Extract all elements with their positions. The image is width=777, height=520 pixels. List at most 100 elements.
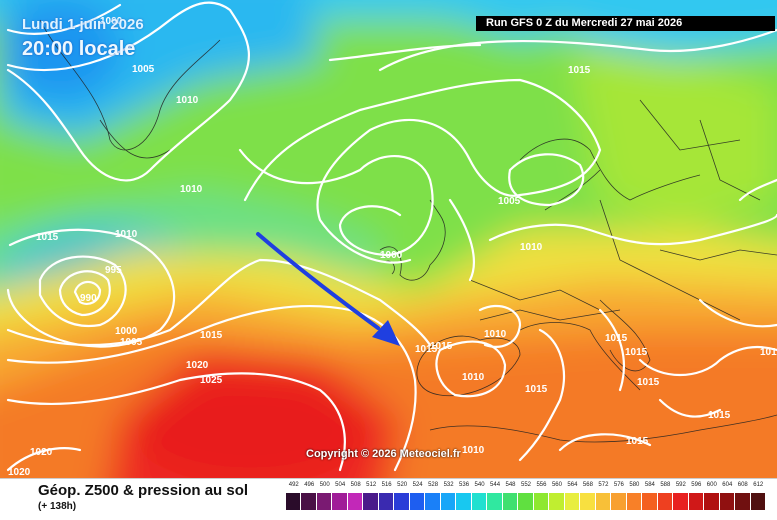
isobar-label: 995 [105, 265, 122, 276]
legend-swatch [518, 493, 534, 510]
forecast-local-time: 20:00 locale [22, 38, 136, 60]
isobar-label: 1000 [115, 326, 138, 337]
isobar-label: 990 [80, 293, 97, 304]
legend-tick-label: 568 [582, 482, 593, 488]
legend-swatch [533, 493, 550, 510]
footer: Géop. Z500 & pression au sol (+ 138h) 49… [0, 478, 777, 520]
isobar-label: 1025 [200, 375, 223, 386]
isobar-label: 1000 [380, 250, 403, 261]
isobar-label: 1020 [8, 467, 31, 478]
isobars [6, 1, 777, 472]
isobar-label: 1015 [568, 65, 591, 76]
isobar-label: 1015 [415, 344, 438, 355]
legend-swatch [502, 493, 519, 510]
legend-tick-label: 504 [335, 482, 346, 488]
footer-subtitle: (+ 138h) [38, 501, 77, 512]
legend-tick-label: 512 [366, 482, 377, 488]
isobar-label: 1015 [625, 347, 648, 358]
legend-swatch [332, 493, 348, 510]
isobar-label: 1020 [186, 360, 209, 371]
isobar-label: 1010 [176, 95, 199, 106]
legend-tick-label: 556 [536, 482, 547, 488]
legend-tick-label: 500 [319, 482, 330, 488]
legend-swatch [642, 493, 658, 510]
legend-swatch [704, 493, 720, 510]
legend-swatch [595, 493, 612, 510]
isobar-label: 1010 [462, 445, 485, 456]
legend-swatch [719, 493, 736, 510]
trajectory-arrow [256, 232, 400, 346]
isobar-label: 1015 [36, 232, 59, 243]
legend-swatch [750, 493, 767, 510]
legend-swatch [487, 493, 503, 510]
legend-swatch [316, 493, 333, 510]
color-legend [286, 493, 767, 510]
legend-tick-label: 544 [490, 482, 501, 488]
legend-tick-label: 580 [629, 482, 640, 488]
isobar-label: 1015 [605, 333, 628, 344]
isobar-label: 1020 [30, 447, 53, 458]
legend-tick-label: 528 [428, 482, 439, 488]
legend-tick-label: 592 [675, 482, 686, 488]
legend-tick-label: 548 [505, 482, 516, 488]
isobar-label: 1005 [498, 196, 521, 207]
legend-tick-label: 540 [474, 482, 485, 488]
legend-tick-label: 560 [551, 482, 562, 488]
legend-tick-label: 536 [459, 482, 470, 488]
legend-tick-label: 552 [520, 482, 532, 488]
isobar-label: 1015 [760, 347, 777, 358]
legend-tick-label: 564 [567, 482, 578, 488]
legend-tick-label: 576 [613, 482, 624, 488]
legend-swatch [673, 493, 689, 510]
legend-swatch [301, 493, 317, 510]
legend-swatch [363, 493, 379, 510]
legend-tick-label: 584 [644, 482, 655, 488]
legend-tick-label: 604 [722, 482, 733, 488]
legend-swatch [657, 493, 674, 510]
isobar-label: 1015 [525, 384, 548, 395]
isobar-label: 1010 [484, 329, 507, 340]
legend-tick-label: 508 [350, 482, 361, 488]
isobar-label: 1015 [637, 377, 660, 388]
isobar-label: 1010 [462, 372, 485, 383]
forecast-date: Lundi 1 juin 2026 [22, 16, 144, 33]
isobar-label: 1005 [132, 64, 155, 75]
weather-map: 1000 1005 1010 1015 1020 1025 995 990 10… [0, 0, 777, 478]
isobar-label: 1010 [520, 242, 543, 253]
copyright-text: Copyright © 2026 Meteociel.fr [306, 448, 461, 460]
legend-swatch [549, 493, 565, 510]
legend-swatch [347, 493, 364, 510]
isobar-label: 1005 [120, 337, 143, 348]
isobar-label: 1015 [626, 436, 649, 447]
legend-tick-label: 572 [598, 482, 609, 488]
legend-tick-label: 492 [288, 482, 299, 488]
legend-swatch [378, 493, 395, 510]
legend-tick-label: 596 [691, 482, 702, 488]
legend-swatch [735, 493, 751, 510]
legend-swatch [611, 493, 627, 510]
legend-swatch [440, 493, 457, 510]
isobar-label: 1010 [115, 229, 138, 240]
legend-tick-label: 588 [660, 482, 671, 488]
legend-swatch [409, 493, 426, 510]
run-label: Run GFS 0 Z du Mercredi 27 mai 2026 [476, 16, 775, 31]
legend-swatch [626, 493, 643, 510]
legend-swatch [471, 493, 488, 510]
legend-swatch [688, 493, 705, 510]
legend-swatch [456, 493, 472, 510]
legend-tick-label: 600 [706, 482, 717, 488]
legend-tick-label: 608 [737, 482, 748, 488]
isobar-label: 1015 [430, 341, 453, 352]
isobar-label: 1015 [708, 410, 731, 421]
legend-tick-label: 520 [397, 482, 408, 488]
footer-title: Géop. Z500 & pression au sol [38, 482, 249, 499]
legend-swatch [286, 493, 302, 510]
isobar-label: 1000 [100, 16, 123, 27]
legend-tick-label: 516 [381, 482, 392, 488]
legend-swatch [425, 493, 441, 510]
legend-tick-label: 496 [304, 482, 315, 488]
legend-ticks: 492 496 500 504 508 512 516 520 524 528 532 536 540 5… [286, 482, 766, 492]
isobar-label: 1015 [200, 330, 223, 341]
isobar-labels: 1000 1005 1010 1015 1020 1025 995 990 10… [8, 16, 777, 478]
legend-swatch [580, 493, 596, 510]
